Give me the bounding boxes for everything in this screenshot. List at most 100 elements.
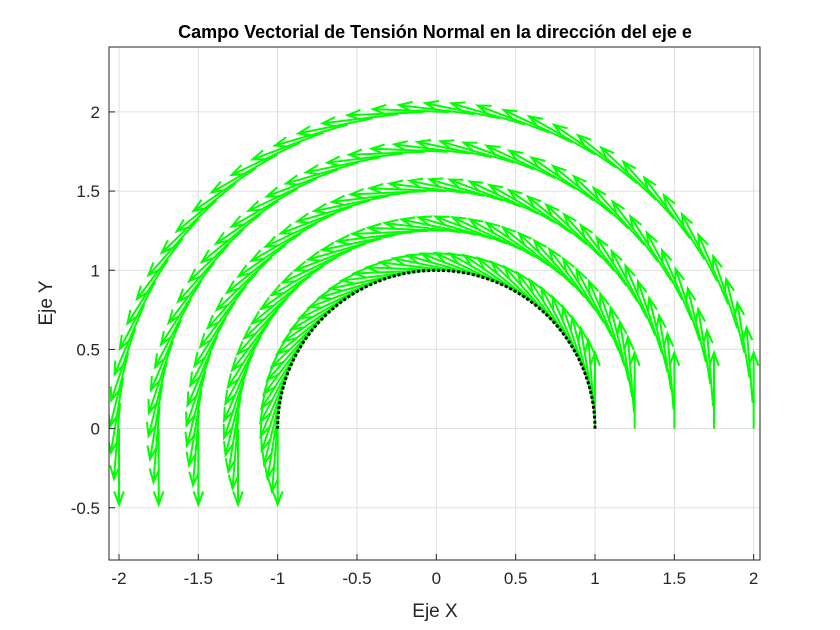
vector-arrow — [166, 261, 216, 326]
vector-arrow — [135, 237, 184, 302]
vector-arrow — [324, 152, 403, 167]
vector-arrow — [398, 216, 477, 236]
vector-arrow — [227, 412, 240, 492]
vector-arrow — [569, 314, 592, 391]
vector-arrow — [610, 199, 660, 263]
vector-arrow — [248, 222, 318, 263]
vector-arrow — [146, 217, 200, 278]
x-tick-label: 1.5 — [663, 569, 687, 588]
vector-arrow — [258, 264, 325, 311]
vector-arrow — [500, 108, 573, 144]
vector-arrow — [741, 324, 754, 404]
vector-arrow — [192, 301, 237, 369]
vector-arrow — [662, 330, 675, 410]
vector-arrow — [277, 205, 353, 235]
vector-arrow — [249, 274, 312, 326]
vector-arrow — [366, 182, 446, 195]
vector-arrow — [319, 233, 397, 253]
x-tick-label: 1 — [590, 569, 599, 588]
vector-arrow — [575, 266, 613, 338]
y-tick-label: 2 — [91, 103, 100, 122]
vector-arrow — [347, 188, 427, 200]
vector-arrow — [118, 280, 157, 352]
y-tick-label: 1.5 — [76, 182, 100, 201]
vector-arrow — [370, 103, 450, 116]
vector-arrow — [148, 406, 161, 485]
vector-arrow — [432, 215, 508, 245]
vector-arrow — [486, 183, 556, 224]
vector-arrow — [579, 222, 628, 287]
vector-arrow — [188, 317, 227, 389]
vector-arrow — [230, 309, 279, 373]
vector-arrow — [245, 177, 318, 213]
vector-arrow — [474, 104, 550, 134]
axes-box — [108, 46, 761, 561]
vector-arrow — [623, 333, 636, 413]
vector-arrow — [272, 123, 349, 148]
vector-arrow — [224, 243, 287, 295]
vector-arrow — [260, 378, 287, 454]
vector-arrow — [562, 212, 616, 272]
vector-arrow — [113, 428, 125, 508]
vector-arrow — [628, 213, 672, 282]
vector-arrow — [694, 306, 712, 385]
x-tick-label: 2 — [749, 569, 758, 588]
vector-arrow — [159, 199, 218, 255]
vector-arrow — [418, 252, 493, 282]
vector-arrow — [598, 291, 626, 367]
vector-arrow — [422, 100, 500, 120]
vector-arrow — [483, 220, 550, 267]
vector-arrow — [249, 131, 325, 161]
vector-arrow — [294, 199, 371, 224]
vector-arrow — [449, 215, 522, 251]
vector-arrow — [551, 123, 618, 169]
vector-arrow — [577, 325, 594, 404]
vector-arrow — [146, 362, 168, 439]
vector-arrow — [303, 156, 381, 176]
vector-arrow — [149, 319, 182, 393]
vector-arrow — [259, 354, 297, 425]
vector-arrow — [228, 141, 301, 177]
vector-arrow — [386, 179, 466, 194]
vector-arrow — [550, 164, 613, 215]
x-tick-label: -1.5 — [184, 569, 213, 588]
boundary-arc — [276, 268, 597, 429]
vector-arrow — [271, 428, 284, 508]
vector-arrow — [109, 352, 130, 430]
vector-arrow — [489, 259, 547, 316]
x-tick-label: 0 — [432, 569, 441, 588]
vector-arrow — [192, 428, 205, 508]
vector-arrow — [319, 113, 399, 128]
vector-arrow — [109, 403, 122, 482]
vector-arrow — [305, 237, 382, 262]
vector-arrow — [152, 428, 165, 508]
vector-arrow — [232, 428, 244, 508]
x-tick-label: -0.5 — [342, 569, 371, 588]
vector-arrow — [261, 332, 311, 397]
vector-arrow — [483, 144, 556, 180]
vector-arrow — [708, 349, 720, 429]
vector-arrow — [515, 270, 564, 335]
vector-arrow — [185, 353, 212, 429]
vector-arrow — [571, 174, 630, 230]
vector-arrow — [414, 138, 493, 159]
x-axis-label: Eje X — [412, 601, 458, 622]
vector-arrow — [747, 349, 760, 429]
vector-arrow — [146, 383, 164, 463]
vector-arrow — [645, 229, 684, 301]
vector-arrow — [697, 231, 730, 305]
chart-title: Campo Vectorial de Tensión Normal en la … — [178, 22, 692, 42]
vector-arrow — [223, 380, 245, 458]
vector-arrow — [147, 340, 174, 416]
vector-field — [109, 100, 760, 508]
vector-arrow — [288, 290, 358, 331]
vector-arrow — [263, 168, 339, 198]
vector-arrow — [333, 231, 413, 246]
vector-arrow — [198, 285, 247, 349]
vector-arrow — [205, 270, 259, 331]
vector-arrow — [346, 148, 426, 161]
vector-arrow — [349, 227, 429, 240]
vector-arrow — [213, 199, 280, 246]
vector-arrow — [306, 279, 381, 309]
grid — [109, 47, 760, 560]
